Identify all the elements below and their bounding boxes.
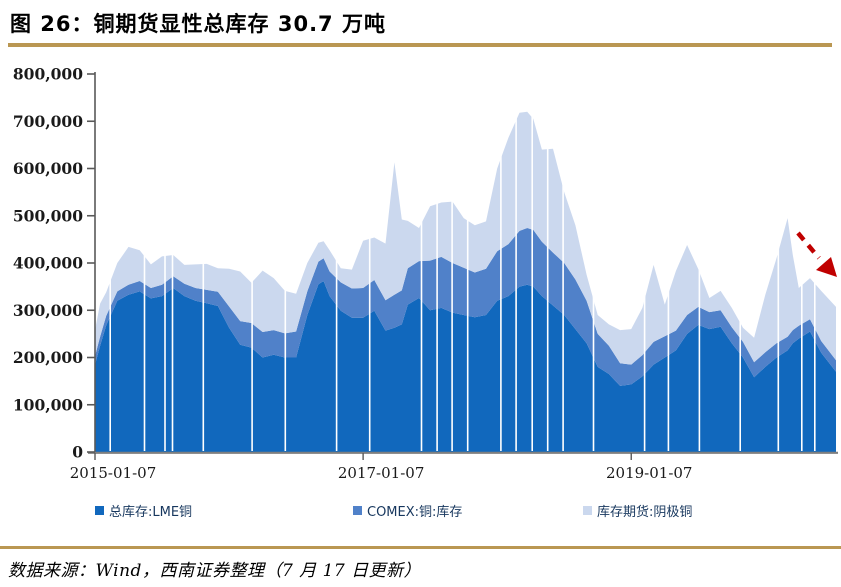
- legend-swatch-shfe-icon: [583, 505, 592, 515]
- legend-item-shfe: 库存期货:阴极铜: [583, 502, 693, 520]
- legend-swatch-comex-icon: [353, 505, 362, 515]
- y-tick-label: 0: [72, 443, 83, 462]
- y-tick-label: 800,000: [13, 65, 83, 84]
- data-gap-line: [171, 114, 174, 451]
- stacked-area-chart: 0 100,000 200,000 300,000 400,000 500,000 600,…: [13, 65, 838, 482]
- data-gap-line: [368, 114, 371, 451]
- trend-arrow-dash: [796, 231, 821, 260]
- data-gap-line: [667, 114, 670, 451]
- legend-label-comex: COMEX:铜:库存: [367, 504, 463, 520]
- x-tick-label: 2015-01-07: [70, 464, 156, 482]
- y-tick-label: 200,000: [13, 348, 83, 367]
- x-tick-label: 2017-01-07: [338, 464, 424, 482]
- y-tick-label: 500,000: [13, 206, 83, 225]
- y-tick-label: 400,000: [13, 254, 83, 273]
- legend-item-comex: COMEX:铜:库存: [353, 502, 463, 520]
- legend-item-lme: 总库存:LME铜: [95, 502, 193, 520]
- data-gap-line: [251, 114, 253, 451]
- data-gap-line: [531, 114, 533, 451]
- legend-label-shfe: 库存期货:阴极铜: [597, 504, 693, 520]
- data-gap-line: [777, 114, 780, 451]
- data-gap-line: [546, 114, 549, 451]
- data-gap-line: [515, 114, 517, 451]
- source-note: 数据来源：Wind，西南证券整理（7 月 17 日更新）: [8, 561, 422, 581]
- data-gap-line: [500, 114, 502, 451]
- bottom-divider: [0, 546, 841, 549]
- legend-swatch-lme-icon: [95, 505, 104, 515]
- trend-arrow-head-icon: [816, 257, 837, 277]
- data-gap-line: [814, 114, 816, 451]
- data-gap-line: [643, 114, 646, 451]
- data-gap-line: [801, 114, 803, 451]
- data-gap-line: [562, 114, 564, 451]
- data-gap-line: [466, 114, 469, 451]
- figure-title: 图 26：铜期货显性总库存 30.7 万吨: [10, 12, 386, 36]
- data-gap-line: [739, 114, 741, 451]
- data-gap-line: [284, 114, 287, 451]
- y-tick-label: 600,000: [13, 159, 83, 178]
- data-gap-line: [698, 114, 701, 451]
- data-gap-line: [451, 114, 453, 451]
- y-tick-label: 100,000: [13, 395, 83, 414]
- data-gap-line: [143, 114, 146, 451]
- y-tick-label: 300,000: [13, 301, 83, 320]
- data-gap-line: [202, 114, 205, 451]
- area-lme: [95, 281, 836, 452]
- data-gap-line: [109, 114, 111, 451]
- legend-label-lme: 总库存:LME铜: [109, 504, 193, 520]
- area-shfe: [95, 111, 836, 365]
- title-divider: [8, 43, 832, 47]
- data-gap-line: [592, 114, 595, 451]
- data-gap-line: [164, 114, 166, 451]
- data-gap-line: [420, 114, 423, 451]
- data-gap-line: [335, 114, 338, 451]
- area-comex: [95, 228, 836, 386]
- x-tick-label: 2019-01-07: [606, 464, 692, 482]
- data-gap-line: [436, 114, 438, 451]
- y-tick-label: 700,000: [13, 112, 83, 131]
